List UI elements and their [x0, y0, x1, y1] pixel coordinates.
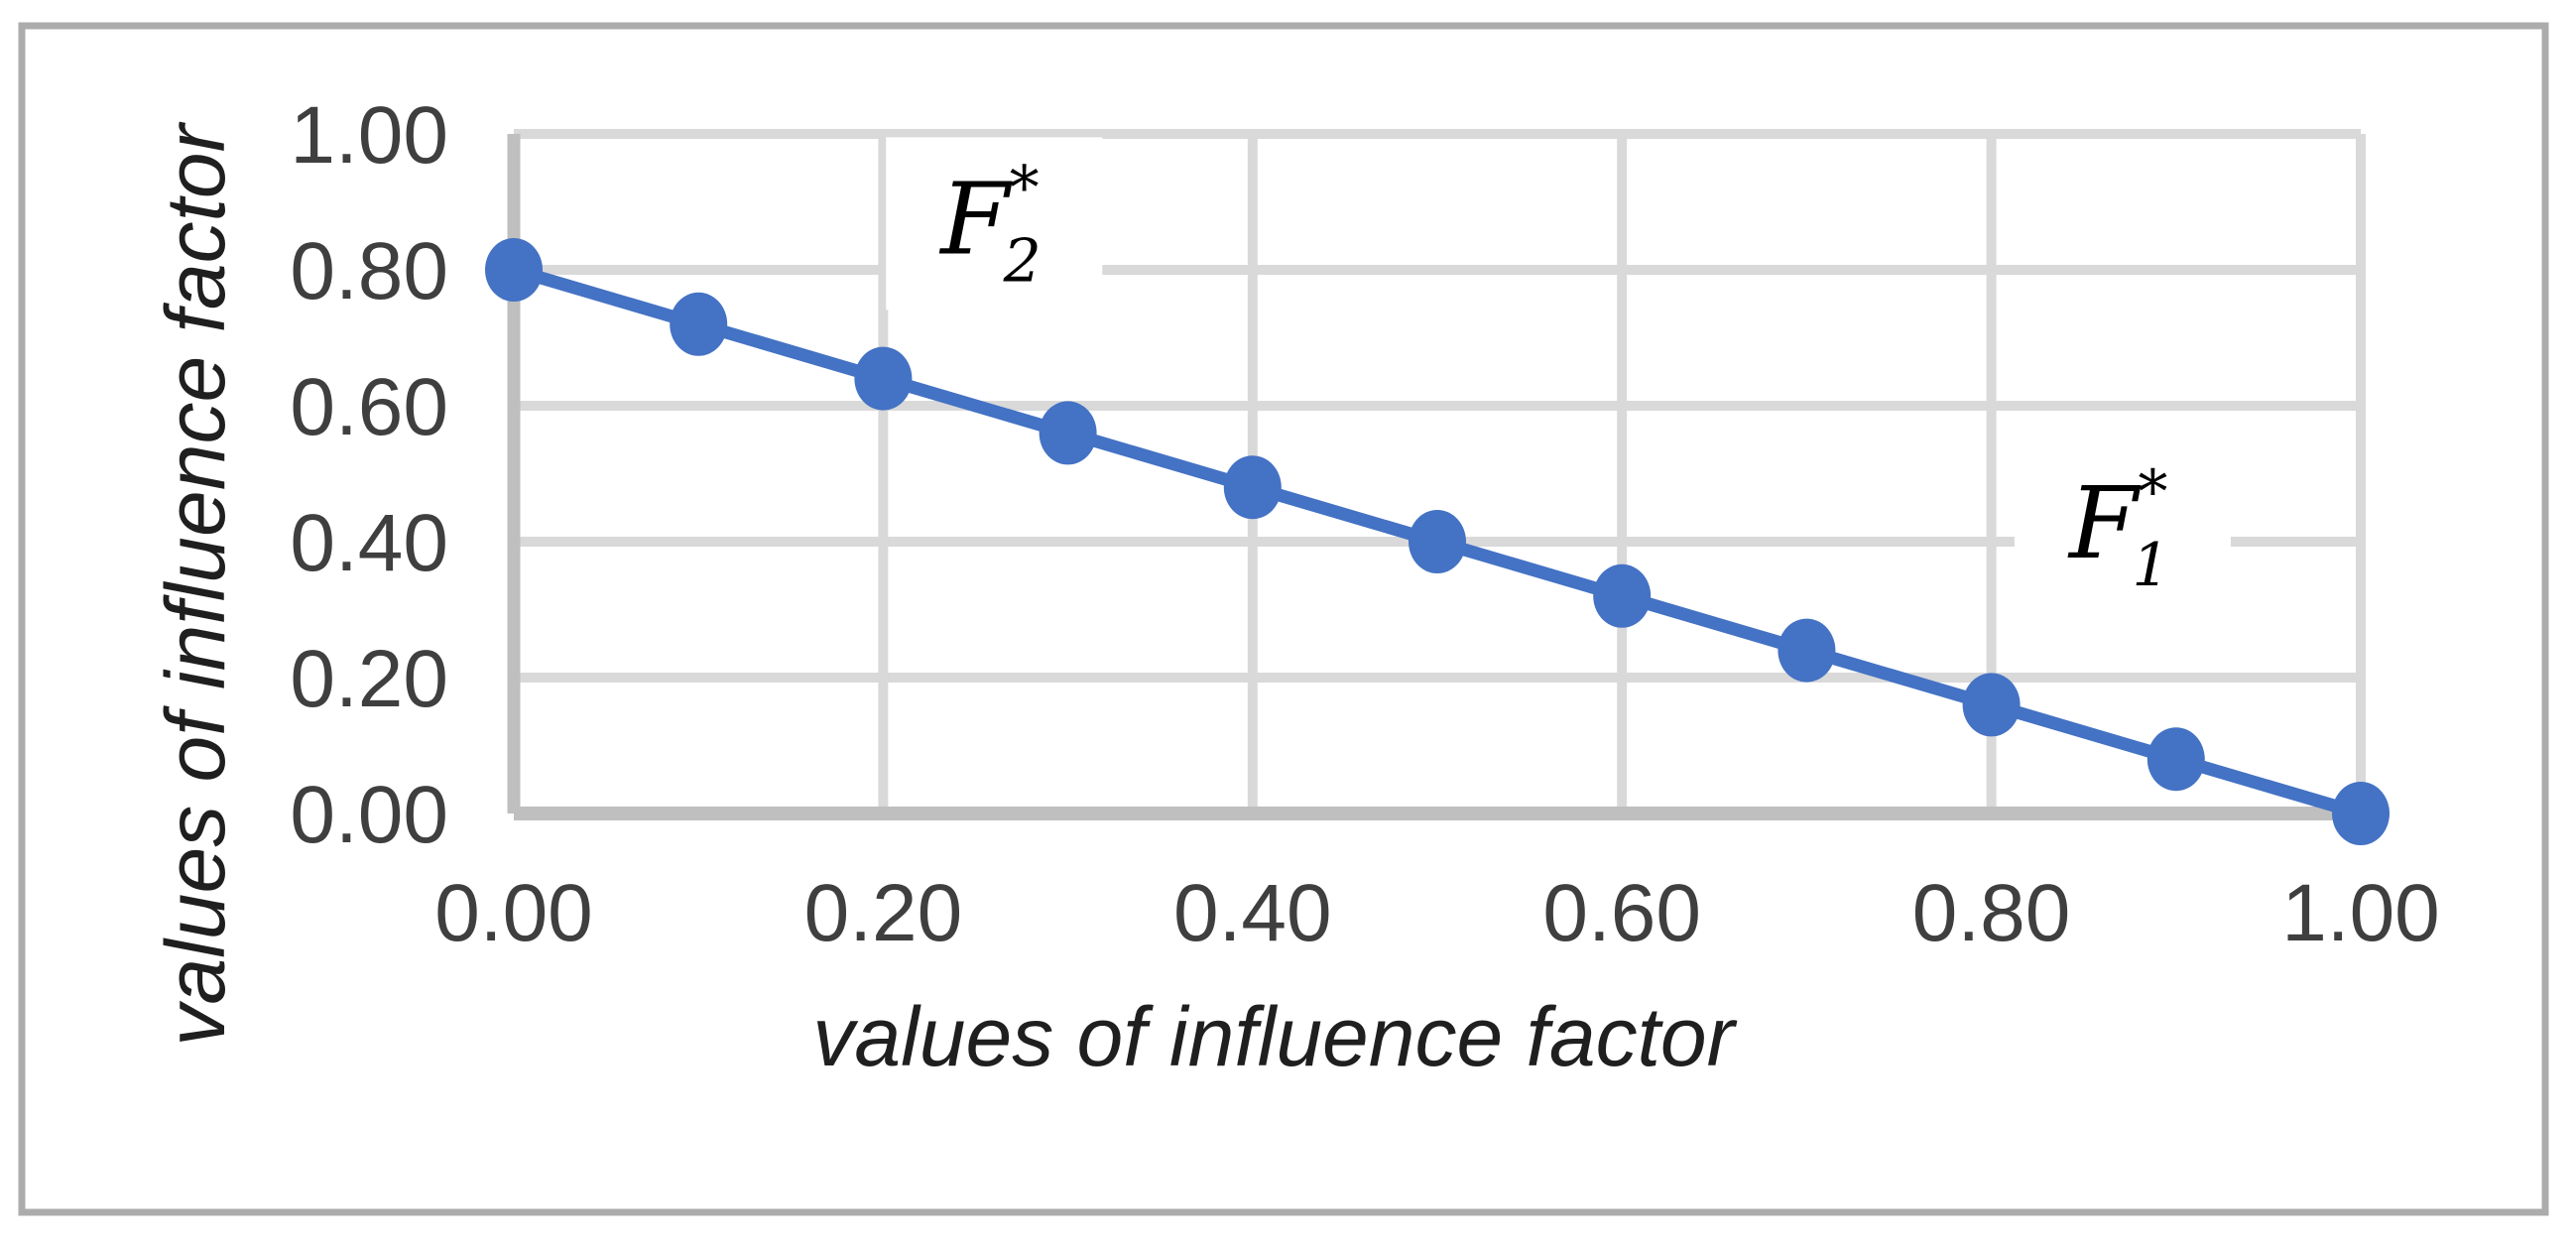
x-tick-label: 0.00	[434, 868, 593, 958]
x-tick-label: 1.00	[2281, 868, 2440, 958]
y-tick-label: 0.00	[290, 770, 448, 860]
data-point-marker	[1039, 401, 1097, 465]
data-point-marker	[854, 346, 913, 411]
figure-border	[18, 22, 2549, 1216]
data-point-marker	[2147, 727, 2205, 792]
x-tick-label: 0.40	[1173, 868, 1332, 958]
data-point-marker	[2332, 782, 2390, 845]
data-point-marker	[1778, 618, 1836, 683]
data-point-marker	[1593, 563, 1652, 628]
series-annotation: F* 1	[2067, 457, 2170, 600]
y-tick-label: 0.40	[290, 498, 448, 588]
annotation-halo	[2014, 441, 2231, 615]
annotation-halo	[886, 137, 1103, 311]
data-point-marker	[1223, 455, 1282, 520]
data-point-marker	[670, 292, 728, 356]
x-axis-title: values of influence factor	[812, 990, 1737, 1083]
x-tick-label: 0.20	[804, 868, 963, 958]
y-tick-label: 0.80	[290, 226, 448, 316]
chart-plot-area: 0.00 0.20 0.40 0.60 0.80 1.00 0.00 0.20 0.40 0.60…	[18, 22, 2549, 1216]
x-tick-label: 0.80	[1912, 868, 2071, 958]
series-annotation: F* 2	[938, 153, 1042, 296]
data-point-marker	[485, 238, 543, 302]
data-point-marker	[1962, 673, 2021, 737]
y-axis-title: values of influence factor	[149, 121, 242, 1046]
y-tick-label: 1.00	[290, 90, 448, 181]
data-point-marker	[1409, 510, 1466, 573]
y-tick-label: 0.60	[290, 362, 448, 452]
x-tick-label: 0.60	[1542, 868, 1701, 958]
y-tick-label: 0.20	[290, 634, 448, 724]
